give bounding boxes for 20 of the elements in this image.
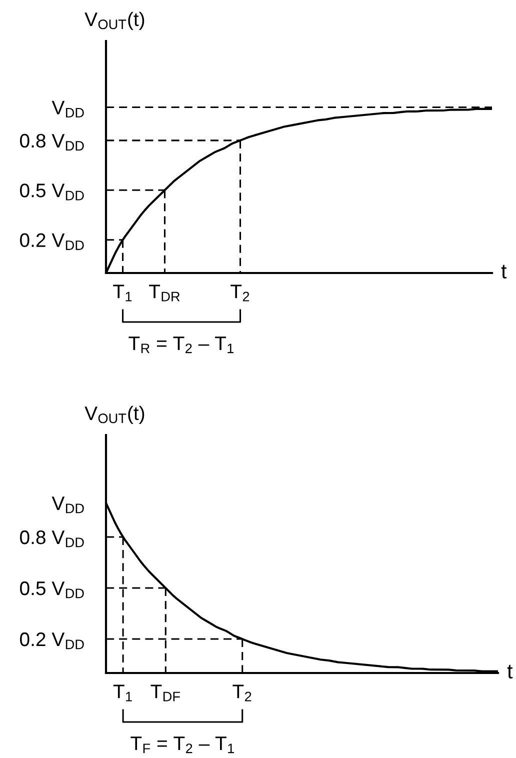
text: T$_{F}$ = T$_{2}$ – T$_{1}$ [130,736,234,754]
x-tick-label: T$_{2}$ [232,684,252,702]
y-tick-label: 0.5 V$_{DD}$ [20,581,84,598]
x-tick-label: T$_{1}$ [113,284,132,302]
y-tick-label: 0.8 V$_{DD}$ [20,134,84,151]
y-tick-label: 0.8 V$_{DD}$ [20,530,84,548]
y-tick-label: V$_{DD}$ [52,496,84,514]
y-tick-label: V$_{DD}$ [52,100,84,118]
x-tick-label: T$_{2}$ [230,284,250,302]
text: T$_{R}$ = T$_{2}$ – T$_{1}$ [128,336,234,354]
y-tick-label: 0.2 V$_{DD}$ [20,632,84,650]
x-tick-label: T$_{DR}$ [149,284,180,302]
y-tick-label: 0.2 V$_{DD}$ [20,233,84,250]
y-axis-title: V$_{OUT}$(t) [84,12,144,30]
x-tick-label: T$_{1}$ [113,684,132,702]
x-axis-title: t [501,264,507,279]
y-tick-label: 0.5 V$_{DD}$ [20,184,84,200]
x-tick-label: T$_{DF}$ [150,684,180,702]
x-axis-title: t [507,664,513,679]
y-axis-title: V$_{OUT}$(t) [84,406,144,424]
